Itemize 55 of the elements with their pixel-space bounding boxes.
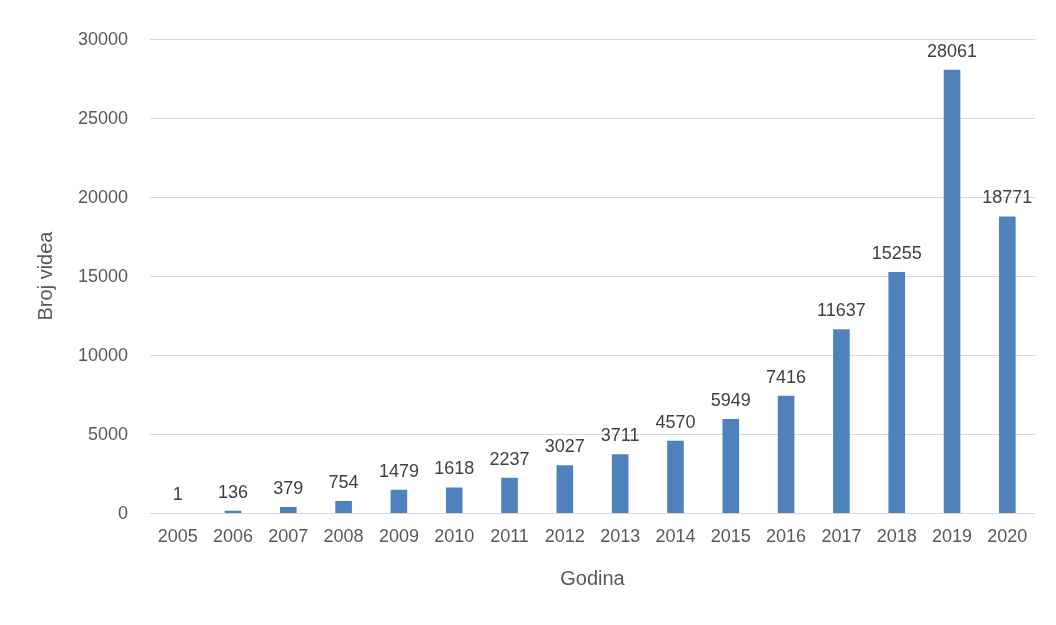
x-axis-title: Godina <box>560 567 626 589</box>
data-label: 4570 <box>655 411 696 432</box>
y-tick-label: 10000 <box>77 345 128 365</box>
data-label: 379 <box>273 478 304 499</box>
data-label: 7416 <box>766 366 807 387</box>
x-tick-label: 2018 <box>876 526 917 546</box>
x-tick-label: 2019 <box>932 526 973 546</box>
x-tick-label: 2013 <box>600 526 641 546</box>
data-label: 18771 <box>982 187 1033 208</box>
x-tick-label: 2010 <box>434 526 475 546</box>
data-label: 11637 <box>817 300 866 321</box>
data-label: 1618 <box>434 458 475 479</box>
x-tick-label: 2012 <box>544 526 585 546</box>
x-tick-label: 2005 <box>157 526 198 546</box>
y-tick-label: 20000 <box>77 187 128 207</box>
bar <box>611 454 629 513</box>
y-tick-label: 0 <box>117 503 128 523</box>
data-label: 1 <box>172 483 183 504</box>
x-tick-label: 2009 <box>378 526 419 546</box>
x-tick-label: 2008 <box>323 526 364 546</box>
data-label: 3711 <box>600 425 640 446</box>
bar <box>335 501 352 513</box>
x-tick-label: 2015 <box>710 526 751 546</box>
y-tick-label: 15000 <box>77 266 128 286</box>
data-label: 5949 <box>710 390 751 411</box>
data-label: 15255 <box>871 242 922 263</box>
bar <box>445 487 463 513</box>
bar <box>556 465 574 513</box>
y-axis-title: Broj videa <box>34 230 56 321</box>
x-tick-label: 2006 <box>212 526 253 546</box>
bar <box>501 477 518 513</box>
data-label: 28061 <box>927 40 978 61</box>
bar <box>390 489 408 513</box>
x-tick-label: 2020 <box>987 526 1028 546</box>
bar <box>722 419 740 513</box>
x-tick-label: 2016 <box>766 526 807 546</box>
data-label: 1479 <box>378 460 419 481</box>
data-label: 3027 <box>544 436 585 457</box>
x-tick-label: 2014 <box>655 526 696 546</box>
data-label: 754 <box>328 472 359 493</box>
bar <box>943 69 961 513</box>
bar <box>667 440 684 513</box>
x-tick-label: 2011 <box>490 526 529 546</box>
y-tick-label: 30000 <box>77 29 128 49</box>
data-label: 136 <box>217 481 248 502</box>
data-label: 2237 <box>489 448 530 469</box>
y-tick-label: 5000 <box>87 424 128 444</box>
bar <box>777 395 795 513</box>
x-tick-label: 2007 <box>268 526 309 546</box>
bar <box>833 329 850 513</box>
x-tick-label: 2017 <box>821 526 862 546</box>
y-tick-label: 25000 <box>77 108 128 128</box>
bar <box>279 507 297 513</box>
bar <box>888 271 906 513</box>
bar <box>999 216 1016 513</box>
